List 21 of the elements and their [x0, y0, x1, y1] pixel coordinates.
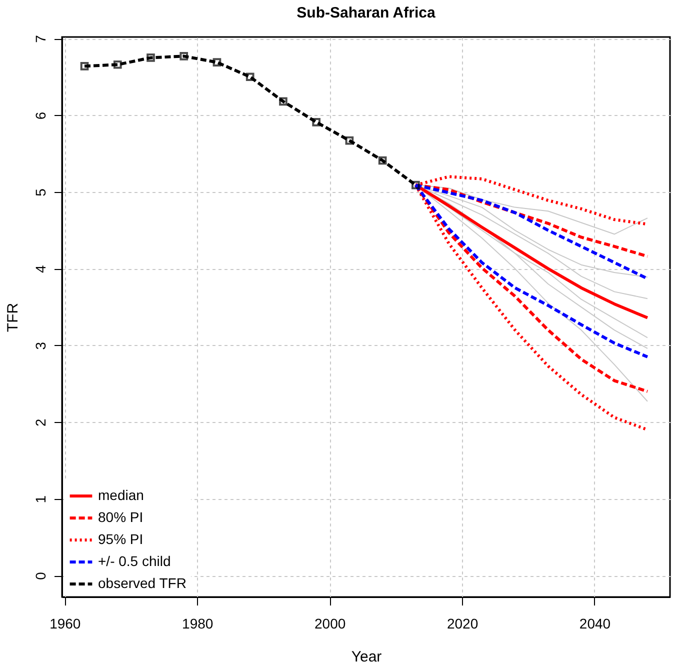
x-tick-label: 1960	[50, 616, 81, 632]
x-tick-label: 2000	[314, 616, 346, 632]
x-axis-title: Year	[351, 648, 382, 666]
legend-label: 80% PI	[98, 509, 144, 525]
x-tick-label: 1980	[182, 616, 214, 632]
chart-title: Sub-Saharan Africa	[296, 4, 436, 22]
legend-label: observed TFR	[98, 575, 186, 591]
y-tick-label: 3	[32, 342, 48, 350]
y-tick-label: 2	[32, 418, 48, 426]
y-tick-label: 4	[32, 265, 48, 274]
y-tick-label: 1	[32, 495, 48, 504]
y-axis-title: TFR	[4, 302, 22, 332]
x-tick-label: 2020	[446, 616, 478, 632]
legend-label: 95% PI	[98, 531, 144, 547]
y-tick-label: 0	[32, 572, 48, 580]
y-tick-label: 5	[32, 188, 48, 196]
legend-label: +/- 0.5 child	[98, 553, 171, 569]
y-tick-label: 7	[32, 34, 48, 43]
x-tick-label: 2040	[579, 616, 611, 632]
legend-label: median	[98, 487, 144, 503]
y-tick-label: 6	[32, 112, 48, 120]
